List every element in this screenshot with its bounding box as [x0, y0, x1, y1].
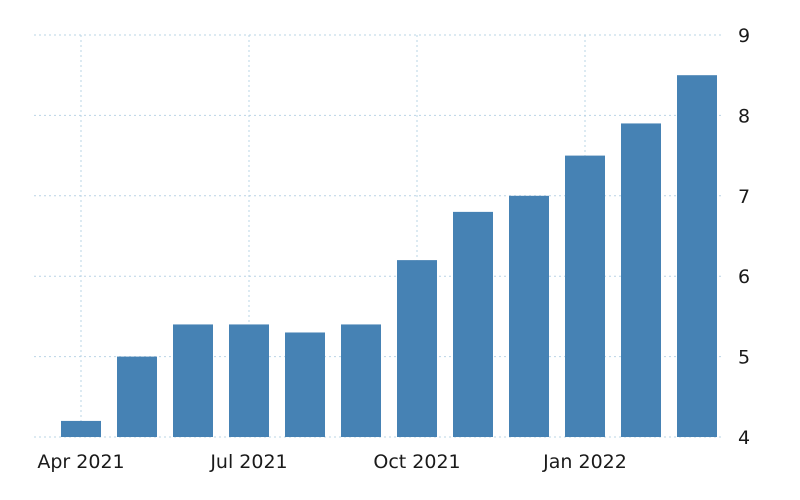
x-tick-label-apr-2021: Apr 2021 — [37, 451, 124, 473]
bar-jun-2021 — [173, 324, 213, 437]
bar-jul-2021 — [229, 324, 269, 437]
y-tick-label-9: 9 — [738, 25, 750, 47]
bar-jan-2022 — [565, 155, 605, 437]
y-tick-label-4: 4 — [738, 427, 750, 449]
y-tick-label-8: 8 — [738, 105, 750, 127]
x-axis-tick-labels: Apr 2021 Jul 2021 Oct 2021 Jan 2022 — [37, 451, 626, 473]
bar-oct-2021 — [397, 260, 437, 437]
bars — [61, 75, 717, 437]
y-axis-tick-labels: 4 5 6 7 8 9 — [738, 25, 750, 449]
bar-feb-2022 — [621, 123, 661, 437]
y-tick-label-6: 6 — [738, 266, 750, 288]
bar-sep-2021 — [341, 324, 381, 437]
bar-mar-2022 — [677, 75, 717, 437]
bar-dec-2021 — [509, 195, 549, 437]
x-tick-label-oct-2021: Oct 2021 — [373, 451, 460, 473]
bar-may-2021 — [117, 356, 157, 437]
x-tick-label-jul-2021: Jul 2021 — [209, 451, 287, 473]
bar-apr-2021 — [61, 420, 101, 437]
y-tick-label-5: 5 — [738, 347, 750, 369]
y-tick-label-7: 7 — [738, 186, 750, 208]
bar-aug-2021 — [285, 332, 325, 437]
x-tick-label-jan-2022: Jan 2022 — [542, 451, 627, 473]
bar-nov-2021 — [453, 211, 493, 437]
